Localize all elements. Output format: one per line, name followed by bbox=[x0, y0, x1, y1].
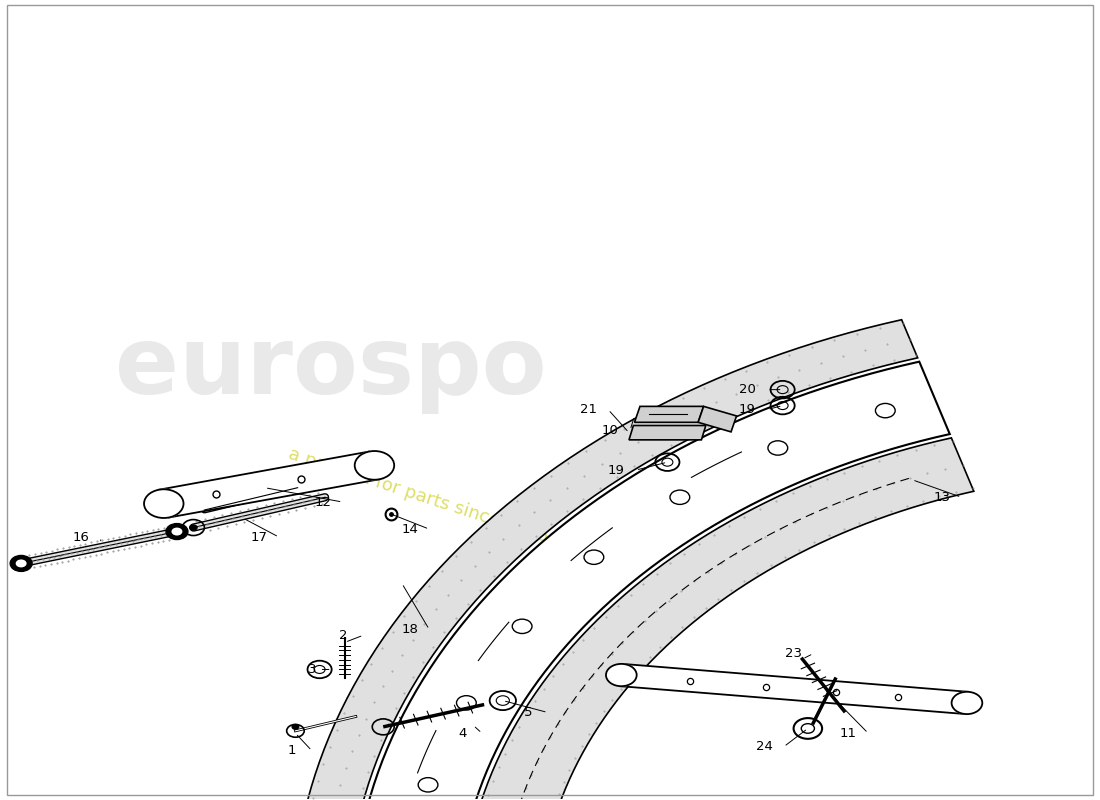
Text: 16: 16 bbox=[73, 530, 90, 544]
Polygon shape bbox=[619, 664, 969, 714]
Polygon shape bbox=[293, 320, 917, 800]
Text: 1: 1 bbox=[288, 744, 296, 758]
Text: 14: 14 bbox=[402, 522, 418, 536]
Circle shape bbox=[354, 451, 394, 480]
Text: 17: 17 bbox=[251, 530, 267, 544]
Text: 10: 10 bbox=[602, 424, 619, 437]
Text: 12: 12 bbox=[315, 495, 331, 509]
Text: 13: 13 bbox=[933, 490, 950, 504]
Text: a passion for parts since 1985: a passion for parts since 1985 bbox=[286, 445, 551, 546]
Text: 20: 20 bbox=[739, 383, 756, 396]
Text: 2: 2 bbox=[340, 629, 348, 642]
Text: 3: 3 bbox=[308, 663, 316, 676]
Text: 4: 4 bbox=[458, 726, 466, 740]
Polygon shape bbox=[698, 406, 737, 432]
Circle shape bbox=[952, 692, 982, 714]
Text: 11: 11 bbox=[840, 726, 857, 740]
Circle shape bbox=[10, 555, 32, 571]
Text: 18: 18 bbox=[402, 623, 418, 636]
Text: 5: 5 bbox=[524, 706, 532, 719]
Text: 19: 19 bbox=[607, 464, 625, 477]
Polygon shape bbox=[462, 438, 974, 800]
Text: 24: 24 bbox=[756, 740, 772, 754]
Polygon shape bbox=[629, 426, 706, 440]
Circle shape bbox=[172, 527, 183, 535]
Text: 23: 23 bbox=[785, 647, 802, 660]
Polygon shape bbox=[158, 451, 380, 518]
Polygon shape bbox=[635, 406, 704, 422]
Text: 19: 19 bbox=[739, 403, 756, 416]
Circle shape bbox=[189, 524, 198, 530]
Polygon shape bbox=[352, 362, 949, 800]
Circle shape bbox=[606, 664, 637, 686]
Text: 21: 21 bbox=[580, 403, 597, 416]
Circle shape bbox=[15, 559, 26, 567]
Circle shape bbox=[144, 490, 184, 518]
Text: eurospo: eurospo bbox=[114, 322, 547, 414]
Circle shape bbox=[166, 523, 188, 539]
Circle shape bbox=[293, 725, 299, 730]
